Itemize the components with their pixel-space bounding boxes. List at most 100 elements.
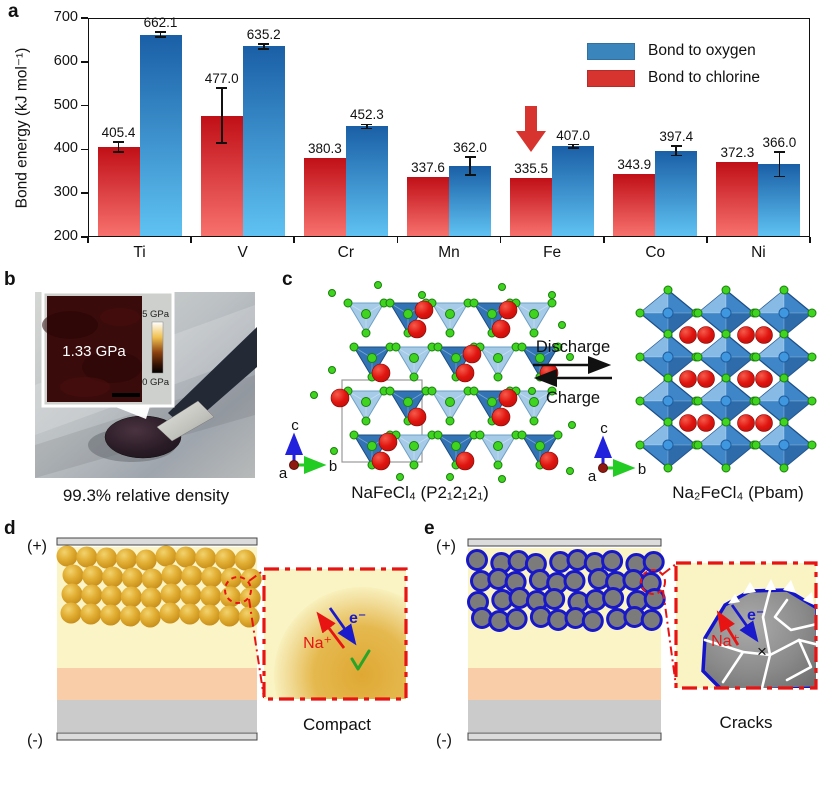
- cl-atom: [493, 353, 503, 363]
- fe-atom: [720, 439, 732, 451]
- discharge-label: Discharge: [536, 338, 610, 356]
- octahedron-face: [698, 334, 726, 357]
- cl-atom: [568, 421, 576, 429]
- octahedron-face: [756, 422, 784, 445]
- crack-notch: [783, 580, 796, 593]
- afm-texture: [60, 377, 110, 397]
- cl-atom: [751, 440, 761, 450]
- na-atom: [697, 414, 715, 432]
- cl-atom: [547, 298, 557, 308]
- cl-atom: [779, 417, 789, 427]
- cl-atom: [343, 298, 353, 308]
- panel-b-label: b: [4, 269, 16, 290]
- chloride-particle: [219, 586, 241, 608]
- crack-notch: [728, 594, 740, 604]
- cl-atom: [445, 309, 455, 319]
- cl-atom: [635, 440, 645, 450]
- cl-atom: [779, 373, 789, 383]
- sulfide-se-layer: [57, 668, 257, 700]
- cl-atom: [663, 417, 673, 427]
- fe-atom: [720, 395, 732, 407]
- cl-atom: [487, 309, 497, 319]
- chloride-particle: [199, 604, 221, 626]
- cl-atom: [807, 308, 817, 318]
- cl-atom: [493, 372, 503, 382]
- chloride-particle: [218, 605, 240, 627]
- fe-atom: [778, 439, 790, 451]
- value-label: 407.0: [556, 127, 591, 143]
- bar-bond-to-oxygen-Co: [655, 150, 698, 236]
- bar-bond-to-oxygen-Cr: [345, 126, 388, 236]
- chloride-particle: [101, 585, 123, 607]
- cl-atom: [433, 430, 443, 440]
- electron-label: e⁻: [747, 607, 764, 624]
- cl-atom: [361, 397, 371, 407]
- octahedron-face: [726, 445, 754, 468]
- value-label: 452.3: [349, 107, 384, 123]
- panel-d-label: d: [4, 518, 16, 539]
- zoom-source-marker: [224, 576, 252, 604]
- na-atom: [755, 414, 773, 432]
- panel-a: a Bond energy (kJ mol⁻¹) 200 300 400 500 600…: [0, 0, 826, 265]
- chloride-particle: [62, 564, 84, 586]
- chloride-particle: [76, 546, 98, 568]
- panel-c-label: c: [282, 269, 293, 290]
- chloride-particle: [234, 549, 256, 571]
- oxide-particle: [563, 570, 586, 592]
- y-tick-label: 500: [53, 96, 78, 113]
- zoom-connector: [248, 569, 265, 582]
- chloride-particle: [140, 587, 162, 609]
- cl-atom: [779, 285, 789, 295]
- y-tick-label: 700: [53, 9, 78, 25]
- inset-callout: [113, 406, 150, 419]
- panel-a-label: a: [8, 1, 19, 22]
- error-cap: [216, 87, 228, 89]
- cl-atom: [446, 473, 454, 481]
- error-cap: [464, 174, 476, 177]
- cl-atom: [721, 285, 731, 295]
- chloride-particle: [115, 548, 137, 570]
- cl-atom: [663, 373, 673, 383]
- oxide-particle: [508, 587, 531, 609]
- zoom-source-marker: [640, 569, 666, 595]
- right-phase-formula: Na₂FeCl₄ (Pbam): [672, 483, 804, 502]
- cl-atom: [328, 366, 336, 374]
- electron-arrow: [328, 607, 357, 646]
- na-atom: [679, 370, 697, 388]
- legend-swatch-1: [587, 70, 635, 87]
- chloride-particle: [179, 603, 201, 625]
- na-atom: [455, 451, 475, 471]
- bar-bond-to-chlorine-Mn: [407, 176, 449, 236]
- error-bar: [675, 145, 678, 156]
- cl-atom: [751, 308, 761, 318]
- oxide-particle: [466, 549, 488, 571]
- bar-bond-to-chlorine-Ti: [97, 147, 140, 236]
- na-atom: [737, 326, 755, 344]
- scale-min-label: 0 GPa: [142, 377, 170, 388]
- value-label: 362.0: [453, 139, 487, 155]
- value-label: 662.1: [143, 14, 178, 30]
- na-ion-label: Na⁺: [711, 633, 740, 650]
- legend-swatch-0: [587, 43, 635, 60]
- y-axis-tick: [81, 104, 88, 107]
- chloride-particle: [121, 567, 143, 589]
- cl-atom: [409, 353, 419, 363]
- oxide-particle: [587, 568, 610, 590]
- oxide-particle: [642, 551, 665, 573]
- na-atom: [371, 363, 391, 383]
- cl-atom: [566, 353, 574, 361]
- positive-terminal-label: (+): [436, 538, 456, 555]
- alloy-layer: [468, 700, 661, 732]
- octahedron-face: [698, 422, 726, 445]
- cl-atom: [566, 467, 574, 475]
- negative-terminal-label: (-): [27, 732, 43, 749]
- chloride-particle: [80, 603, 102, 625]
- cl-atom: [409, 372, 419, 382]
- cl-atom: [403, 397, 413, 407]
- error-bar: [262, 43, 265, 49]
- x-category-label: V: [237, 244, 248, 261]
- crack-notch: [765, 579, 776, 590]
- bar-bond-to-chlorine-Co: [613, 173, 656, 236]
- value-label: 335.5: [514, 160, 549, 176]
- cl-atom: [445, 397, 455, 407]
